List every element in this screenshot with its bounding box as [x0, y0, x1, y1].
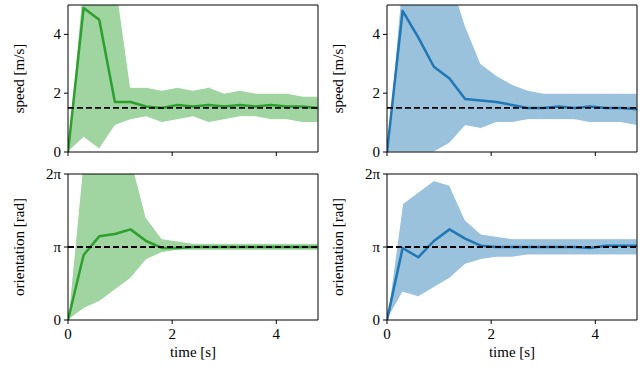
y-tick — [383, 152, 387, 153]
reference-line — [68, 246, 318, 248]
mean-line — [387, 229, 637, 320]
y-tick — [383, 34, 387, 35]
y-tick-label: 4 — [373, 26, 381, 42]
y-axis-label: orientation [rad] — [11, 198, 27, 296]
x-tick — [595, 152, 596, 156]
frame — [387, 174, 637, 175]
frame — [387, 5, 388, 152]
y-axis-label: speed [m/s] — [11, 44, 27, 114]
mean-line — [68, 8, 318, 152]
frame — [387, 152, 637, 153]
mean-line — [387, 11, 637, 152]
subplot: 0 2 4 speed [m/s] — [11, 0, 318, 160]
plot-area — [68, 5, 318, 152]
y-tick-label: 2π — [365, 166, 381, 182]
y-axis-label: speed [m/s] — [330, 44, 346, 114]
y-axis-label: orientation [rad] — [330, 198, 346, 296]
x-tick — [68, 152, 69, 156]
x-tick-label: 4 — [273, 326, 281, 342]
subplot: 0 2 4 0 π 2π orientation [rad] time [s] — [11, 157, 318, 360]
x-tick — [387, 320, 388, 324]
reference-line — [387, 246, 637, 248]
band — [68, 174, 318, 320]
frame — [68, 5, 69, 152]
x-tick-label: 0 — [383, 326, 391, 342]
plot-area — [387, 5, 637, 152]
x-axis-label: time [s] — [170, 344, 216, 360]
y-tick — [64, 93, 68, 94]
frame — [68, 5, 318, 6]
x-tick-label: 4 — [592, 326, 600, 342]
subplot: 0 2 4 speed [m/s] — [330, 0, 637, 160]
frame — [637, 174, 638, 320]
y-tick — [64, 320, 68, 321]
subplot: 0 2 4 0 π 2π orientation [rad] time [s] — [330, 166, 637, 360]
y-tick — [383, 93, 387, 94]
plot-area — [387, 181, 637, 320]
reference-line — [387, 107, 637, 109]
x-tick — [276, 320, 277, 324]
x-tick — [172, 320, 173, 324]
band — [68, 5, 318, 152]
x-tick — [68, 320, 69, 324]
figure: 024speed [m/s]024speed [m/s]0240π2πorien… — [0, 0, 640, 384]
y-tick — [64, 174, 68, 175]
band — [387, 5, 637, 152]
frame — [387, 320, 637, 321]
y-tick — [64, 247, 68, 248]
mean-line — [68, 229, 318, 320]
y-tick — [383, 247, 387, 248]
y-tick-label: 2 — [373, 85, 381, 101]
x-tick — [387, 152, 388, 156]
frame — [318, 5, 319, 152]
reference-line — [68, 107, 318, 109]
y-tick-label: 0 — [373, 144, 381, 160]
y-tick — [383, 174, 387, 175]
y-tick-label: 4 — [54, 26, 62, 42]
plot-area — [68, 174, 318, 320]
x-tick-label: 2 — [487, 326, 495, 342]
y-tick-label: 0 — [54, 144, 62, 160]
y-tick-label: 0 — [54, 312, 62, 328]
x-axis-label: time [s] — [489, 344, 535, 360]
x-tick-label: 2 — [168, 326, 176, 342]
y-tick-label: π — [53, 239, 61, 255]
x-tick — [491, 320, 492, 324]
x-tick — [276, 152, 277, 156]
y-tick — [64, 152, 68, 153]
frame — [318, 174, 319, 320]
x-tick — [172, 152, 173, 156]
frame — [68, 320, 318, 321]
frame — [68, 174, 318, 175]
x-tick-label: 0 — [64, 326, 72, 342]
y-tick-label: 0 — [373, 312, 381, 328]
frame — [637, 5, 638, 152]
frame — [387, 5, 637, 6]
y-tick — [64, 34, 68, 35]
band — [387, 181, 637, 320]
x-tick — [491, 152, 492, 156]
x-tick — [595, 320, 596, 324]
y-tick-label: π — [372, 239, 380, 255]
y-tick-label: 2 — [54, 85, 62, 101]
y-tick-label: 2π — [46, 166, 62, 182]
frame — [68, 152, 318, 153]
y-tick — [383, 320, 387, 321]
